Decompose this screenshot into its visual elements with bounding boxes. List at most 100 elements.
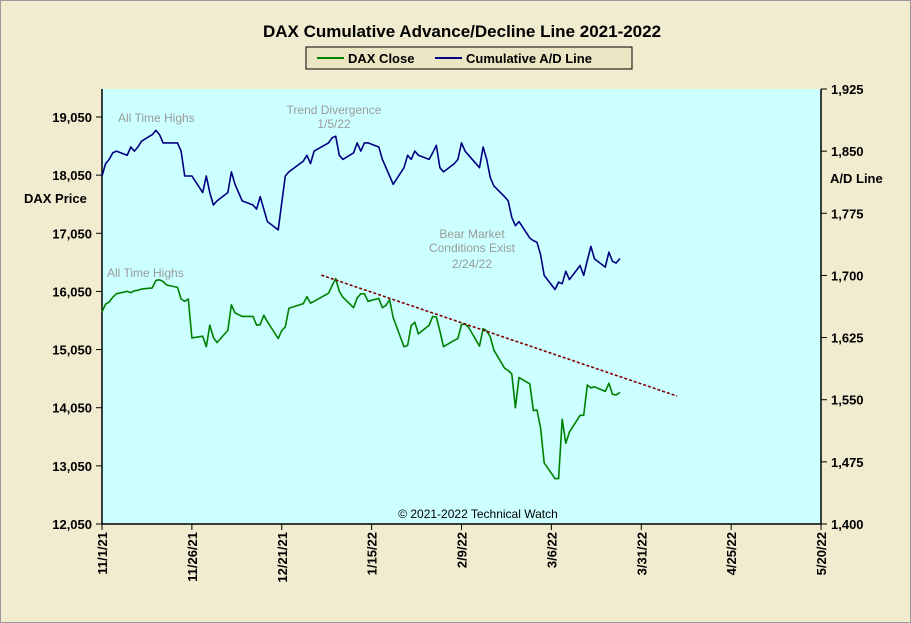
data-point (335, 278, 337, 280)
data-point (457, 337, 459, 340)
data-point (565, 442, 567, 444)
data-point (504, 367, 506, 369)
data-point (241, 200, 243, 202)
x-tick-label: 11/1/21 (95, 532, 110, 575)
data-point (335, 135, 337, 137)
data-point (151, 287, 153, 289)
data-point (104, 162, 107, 165)
data-point (255, 208, 258, 210)
data-point (442, 171, 445, 173)
data-point (227, 329, 229, 331)
data-point (583, 414, 585, 416)
chart-title: DAX Cumulative Advance/Decline Line 2021… (263, 22, 661, 41)
data-point (342, 158, 344, 161)
trendline-dashed (321, 274, 678, 397)
data-point (389, 175, 391, 177)
data-point (460, 142, 463, 144)
x-tick-label: 3/6/22 (544, 532, 559, 568)
data-point (238, 191, 240, 194)
data-point (439, 330, 441, 332)
data-point (381, 158, 384, 161)
data-point (309, 162, 312, 165)
x-tick-label: 1/15/22 (365, 532, 380, 575)
data-point (115, 293, 117, 295)
data-point (435, 144, 437, 146)
data-point (539, 427, 542, 429)
data-point (137, 289, 139, 291)
data-point (180, 150, 182, 152)
data-point (259, 196, 261, 198)
data-point (554, 288, 556, 291)
data-point (151, 133, 153, 136)
data-point (277, 229, 279, 231)
data-point (353, 152, 355, 154)
data-point (514, 225, 517, 227)
data-point (360, 150, 362, 152)
legend: DAX Close Cumulative A/D Line (305, 46, 633, 70)
data-point (482, 328, 484, 330)
data-point (367, 142, 369, 144)
data-point (130, 146, 132, 148)
data-point (342, 296, 344, 298)
data-point (313, 150, 315, 152)
annotation-bear-line1: Bear Market (439, 227, 505, 241)
data-point (608, 251, 610, 253)
data-point (137, 146, 139, 148)
data-point (241, 315, 243, 318)
data-point (392, 183, 394, 185)
data-point (353, 307, 355, 309)
plot-area (102, 89, 821, 524)
y-tick-label-right: 1,775 (831, 206, 864, 221)
data-point (514, 407, 517, 409)
data-point (529, 383, 531, 385)
data-point (184, 300, 186, 302)
data-point (202, 191, 204, 194)
data-point (266, 321, 268, 323)
data-point (442, 346, 445, 348)
data-point (507, 200, 509, 202)
data-point (619, 391, 621, 394)
data-point (554, 478, 556, 480)
data-point (363, 293, 366, 295)
data-point (557, 281, 560, 283)
data-point (478, 345, 481, 347)
data-point (212, 204, 215, 206)
y-tick-label-left: 19,050 (52, 110, 92, 125)
data-point (439, 167, 441, 169)
data-point (378, 146, 380, 148)
data-point (187, 298, 189, 300)
x-tick-label: 12/21/21 (275, 532, 290, 583)
data-point (306, 296, 308, 298)
data-point (518, 376, 520, 379)
data-point (205, 346, 207, 348)
data-point (216, 341, 218, 344)
data-point (493, 185, 495, 187)
y-tick-label-right: 1,850 (831, 144, 864, 159)
data-point (568, 278, 570, 281)
data-point (410, 325, 412, 327)
data-point (590, 245, 592, 248)
data-point (511, 216, 513, 219)
data-point (385, 167, 387, 169)
data-point (155, 129, 157, 132)
data-point (604, 390, 606, 393)
data-point (234, 183, 236, 185)
data-point (277, 337, 279, 340)
data-point (130, 291, 132, 294)
data-point (176, 286, 179, 288)
data-point (263, 208, 265, 210)
data-point (162, 280, 164, 283)
x-tick-label: 11/26/21 (185, 532, 200, 582)
data-point (306, 154, 308, 156)
data-point (284, 326, 286, 328)
data-point (191, 175, 193, 177)
data-point (162, 142, 164, 144)
data-point (166, 142, 168, 144)
copyright: © 2021-2022 Technical Watch (398, 507, 558, 521)
data-point (184, 175, 186, 177)
data-point (133, 290, 135, 292)
data-point (309, 302, 312, 304)
y-tick-label-right: 1,400 (831, 517, 864, 532)
y-tick-label-left: 18,050 (52, 168, 92, 183)
data-point (263, 314, 265, 316)
